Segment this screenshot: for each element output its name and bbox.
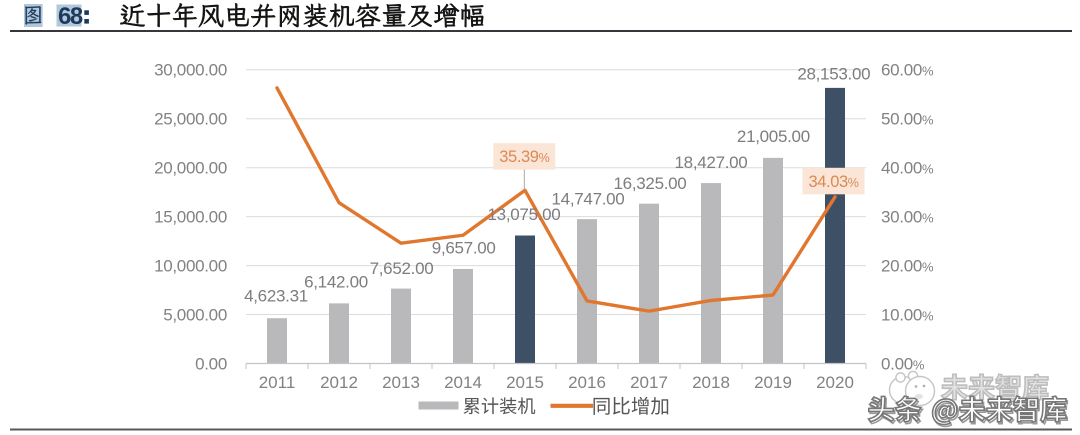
svg-text:30,000.00: 30,000.00	[154, 61, 227, 80]
svg-text:21,005.00: 21,005.00	[737, 127, 810, 146]
svg-text:7,652.00: 7,652.00	[370, 259, 434, 278]
svg-text:2014: 2014	[444, 373, 482, 392]
svg-text:2018: 2018	[692, 373, 730, 392]
svg-text:30.00%: 30.00%	[881, 208, 934, 227]
svg-text:2011: 2011	[259, 373, 296, 392]
svg-text:2020: 2020	[816, 373, 854, 392]
svg-text:15,000.00: 15,000.00	[154, 208, 227, 227]
svg-text:60.00%: 60.00%	[881, 61, 934, 80]
svg-text:14,747.00: 14,747.00	[552, 189, 625, 208]
svg-text:9,657.00: 9,657.00	[432, 238, 496, 257]
svg-text:10.00%: 10.00%	[881, 305, 934, 324]
svg-text:50.00%: 50.00%	[881, 110, 934, 129]
svg-text:18,427.00: 18,427.00	[675, 153, 748, 172]
svg-text:20,000.00: 20,000.00	[154, 159, 227, 178]
svg-text:2013: 2013	[382, 373, 420, 392]
svg-text:16,325.00: 16,325.00	[614, 174, 687, 193]
svg-text:68: 68	[58, 3, 83, 30]
svg-text:34.03%: 34.03%	[808, 173, 858, 191]
svg-text:2017: 2017	[630, 373, 668, 392]
svg-text:35.39%: 35.39%	[499, 148, 549, 166]
svg-text:2019: 2019	[754, 373, 792, 392]
svg-text:2015: 2015	[506, 373, 544, 392]
svg-text:5,000.00: 5,000.00	[163, 305, 227, 324]
svg-text:10,000.00: 10,000.00	[154, 257, 227, 276]
svg-text:25,000.00: 25,000.00	[154, 110, 227, 129]
svg-text:13,075.00: 13,075.00	[488, 205, 561, 224]
svg-text:6,142.00: 6,142.00	[304, 272, 368, 291]
svg-text:0.00: 0.00	[195, 354, 227, 373]
svg-text:28,153.00: 28,153.00	[797, 64, 870, 83]
svg-text:0.00%: 0.00%	[881, 354, 925, 373]
svg-text:2016: 2016	[568, 373, 606, 392]
svg-text:2012: 2012	[320, 373, 358, 392]
svg-text:4,623.31: 4,623.31	[244, 286, 308, 305]
svg-text:20.00%: 20.00%	[881, 257, 934, 276]
svg-text:40.00%: 40.00%	[881, 159, 934, 178]
